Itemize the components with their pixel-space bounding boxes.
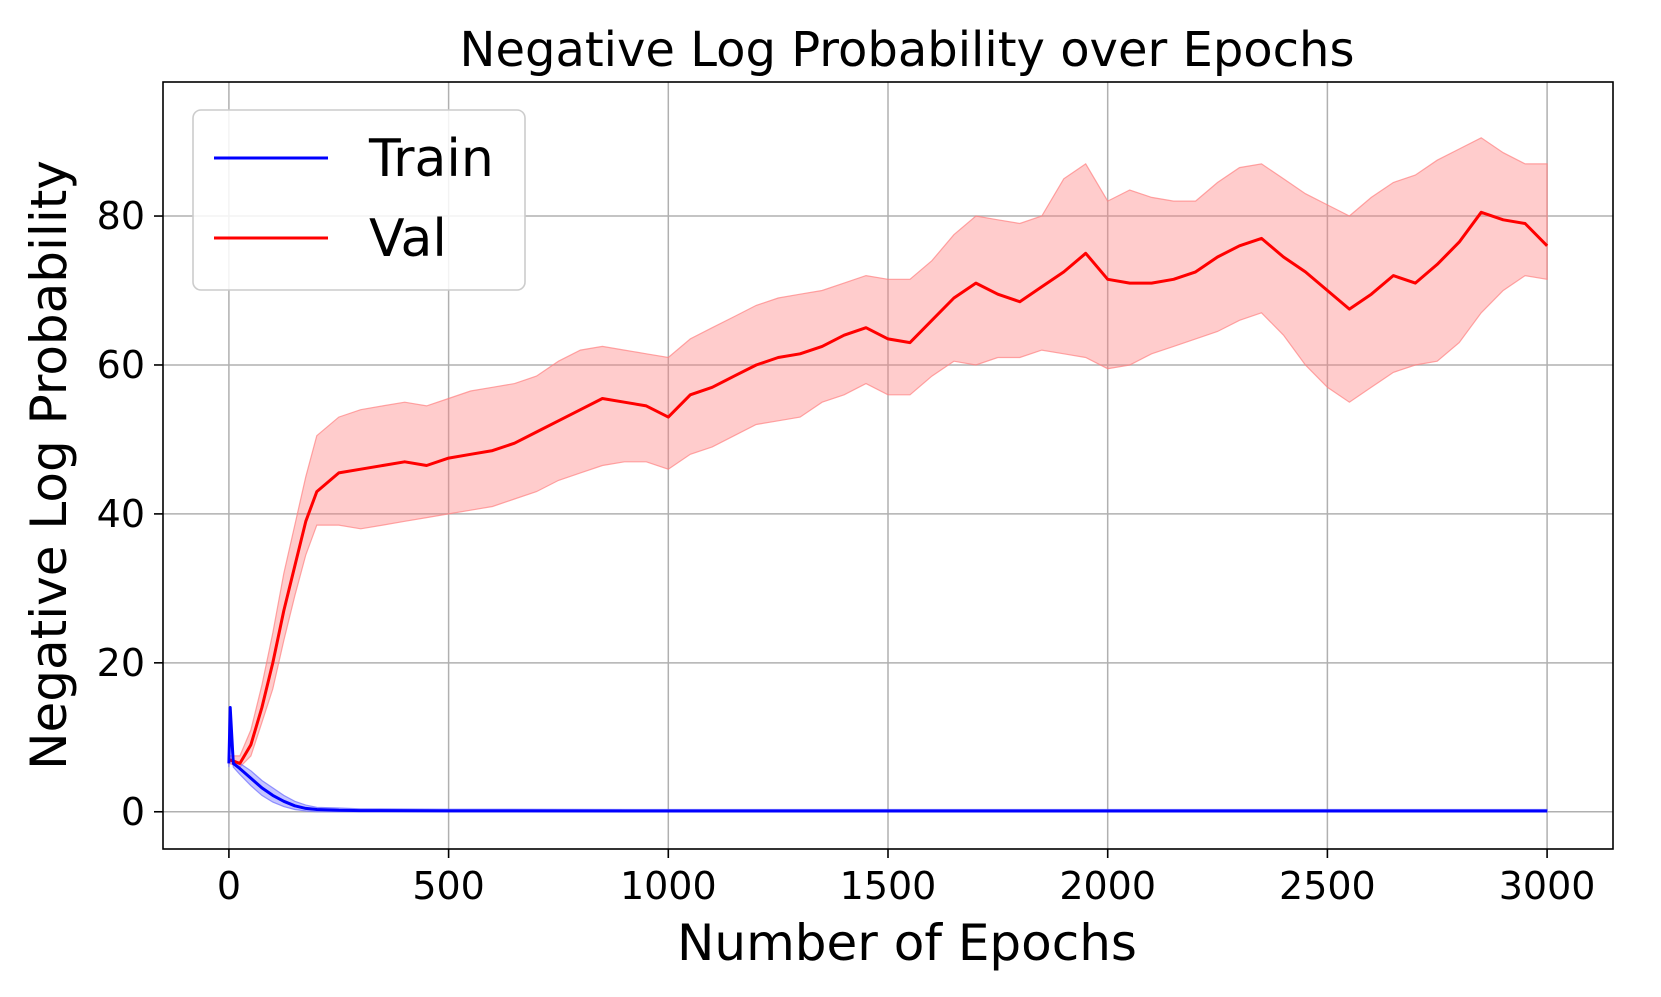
y-axis-title: Negative Log Probability — [20, 160, 78, 770]
legend-train-label: Train — [368, 129, 494, 189]
x-tick-label: 2000 — [1059, 864, 1156, 908]
legend-box — [192, 109, 526, 291]
x-tick-label: 1500 — [840, 864, 937, 908]
x-tick-label: 3000 — [1499, 864, 1596, 908]
x-tick-label: 1000 — [620, 864, 717, 908]
x-tick-label: 500 — [412, 864, 485, 908]
y-tick-label: 20 — [97, 641, 145, 685]
series-lines — [227, 210, 1549, 813]
axis-ticks: 0 500 1000 1500 2000 2500 3000 0 20 40 60 80 — [97, 194, 1596, 908]
legend: Train Val — [192, 109, 526, 291]
train-line — [227, 706, 1548, 813]
y-tick-label: 0 — [121, 790, 145, 834]
val-band — [228, 137, 1548, 768]
y-tick-label: 40 — [97, 492, 145, 536]
chart-title: Negative Log Probability over Epochs — [460, 22, 1355, 78]
x-axis-title: Number of Epochs — [677, 914, 1137, 972]
val-line — [228, 210, 1549, 765]
x-tick-label: 0 — [217, 864, 241, 908]
x-tick-label: 2500 — [1279, 864, 1376, 908]
y-tick-label: 80 — [97, 194, 145, 238]
y-tick-label: 60 — [97, 343, 145, 387]
legend-val-label: Val — [369, 209, 447, 269]
